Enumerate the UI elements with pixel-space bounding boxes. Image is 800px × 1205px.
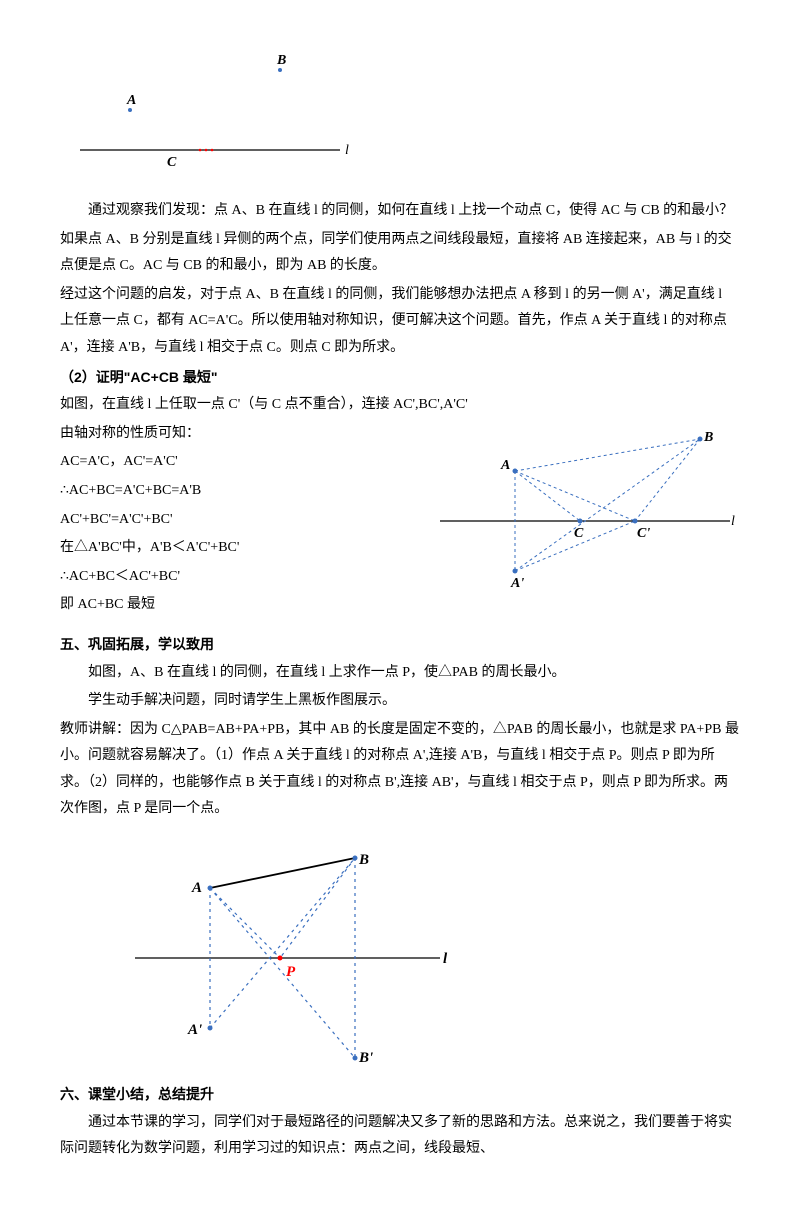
proof-l6: ∴AC+BC＜AC'+BC' — [60, 564, 390, 591]
svg-text:B': B' — [358, 1050, 373, 1063]
svg-text:l: l — [443, 951, 448, 967]
figure-3-svg: l A B A' B' P — [120, 843, 450, 1063]
svg-text:A: A — [191, 880, 202, 896]
svg-text:l: l — [345, 143, 349, 158]
section5-heading: 五、巩固拓展，学以致用 — [60, 631, 740, 658]
svg-text:A: A — [500, 458, 510, 473]
svg-text:C: C — [167, 155, 177, 170]
proof-l3: ∴AC+BC=A'C+BC=A'B — [60, 478, 390, 505]
svg-text:C: C — [574, 526, 584, 541]
proof-l1: 由轴对称的性质可知： — [60, 421, 390, 448]
figure-1: l A B C — [60, 50, 740, 180]
svg-text:B: B — [276, 53, 286, 68]
intro-p1: 通过观察我们发现：点 A、B 在直线 l 的同侧，如何在直线 l 上找一个动点 … — [60, 198, 740, 225]
svg-text:A': A' — [187, 1022, 202, 1038]
proof-l4: AC'+BC'=A'C'+BC' — [60, 507, 390, 534]
figure-2-svg: l A B A' C C' — [420, 421, 740, 591]
s6-p1: 通过本节课的学习，同学们对于最短路径的问题解决又多了新的思路和方法。总来说之，我… — [60, 1110, 740, 1163]
svg-text:B: B — [703, 430, 713, 445]
svg-text:P: P — [286, 964, 296, 980]
proof-l5: 在△A'BC'中，A'B＜A'C'+BC' — [60, 535, 390, 562]
proof-text: 由轴对称的性质可知： AC=A'C，AC'=A'C' ∴AC+BC=A'C+BC… — [60, 421, 390, 621]
svg-text:B: B — [358, 852, 369, 868]
intro-p2: 如果点 A、B 分别是直线 l 异侧的两个点，同学们使用两点之间线段最短，直接将… — [60, 227, 740, 280]
proof-l2: AC=A'C，AC'=A'C' — [60, 449, 390, 476]
s5-p2: 学生动手解决问题，同时请学生上黑板作图展示。 — [60, 688, 740, 715]
proof-l7: 即 AC+BC 最短 — [60, 592, 390, 619]
figure-1-svg: l A B C — [60, 50, 360, 180]
svg-text:A': A' — [510, 576, 524, 591]
proof-intro: 如图，在直线 l 上任取一点 C'（与 C 点不重合），连接 AC',BC',A… — [60, 392, 740, 419]
section6-heading: 六、课堂小结，总结提升 — [60, 1081, 740, 1108]
figure-3: l A B A' B' P — [120, 843, 740, 1063]
figure-2: l A B A' C C' — [420, 421, 740, 591]
proof-heading: （2）证明"AC+CB 最短" — [60, 364, 740, 391]
svg-text:A: A — [126, 93, 136, 108]
s5-p3: 教师讲解：因为 C△PAB=AB+PA+PB，其中 AB 的长度是固定不变的，△… — [60, 717, 740, 823]
svg-text:C': C' — [637, 526, 650, 541]
s5-p1: 如图，A、B 在直线 l 的同侧，在直线 l 上求作一点 P，使△PAB 的周长… — [60, 660, 740, 687]
proof-block: 由轴对称的性质可知： AC=A'C，AC'=A'C' ∴AC+BC=A'C+BC… — [60, 421, 740, 621]
svg-text:l: l — [731, 514, 735, 529]
intro-p3: 经过这个问题的启发，对于点 A、B 在直线 l 的同侧，我们能够想办法把点 A … — [60, 282, 740, 362]
